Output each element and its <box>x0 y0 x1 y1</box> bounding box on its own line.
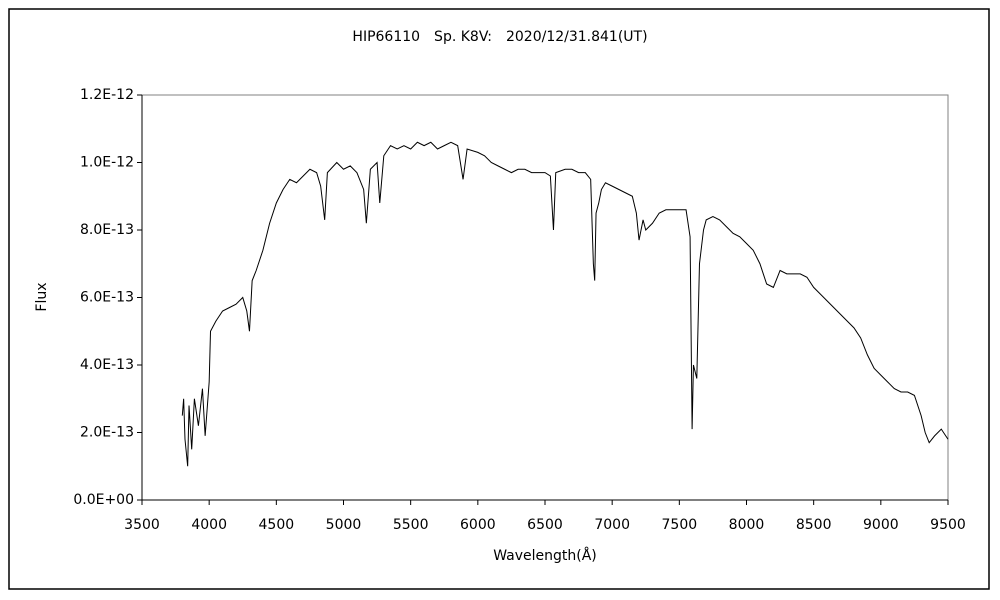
y-tick-label: 0.0E+00 <box>73 492 134 508</box>
chart-frame <box>8 8 990 590</box>
chart-title: HIP66110 Sp. K8V: 2020/12/31.841(UT) <box>352 29 647 45</box>
spectrum-line <box>181 141 949 467</box>
x-axis-label: Wavelength(Å) <box>493 547 597 564</box>
x-tick-label: 4500 <box>259 517 295 533</box>
x-tick-label: 7000 <box>594 517 630 533</box>
x-tick-label: 5000 <box>326 517 362 533</box>
x-tick-label: 9000 <box>863 517 899 533</box>
x-tick-label: 9500 <box>930 517 966 533</box>
y-tick-label: 8.0E-13 <box>80 222 134 238</box>
x-tick-label: 7500 <box>662 517 698 533</box>
x-tick-label: 3500 <box>124 517 160 533</box>
x-tick-label: 8500 <box>796 517 832 533</box>
y-tick-label: 1.2E-12 <box>80 87 134 103</box>
plot-area <box>141 94 949 501</box>
y-tick-label: 6.0E-13 <box>80 290 134 306</box>
x-tick-label: 6500 <box>527 517 563 533</box>
y-axis-label: Flux <box>34 282 50 311</box>
x-tick-label: 8000 <box>729 517 765 533</box>
y-tick-label: 2.0E-13 <box>80 425 134 441</box>
x-tick-label: 4000 <box>191 517 227 533</box>
y-tick-label: 4.0E-13 <box>80 357 134 373</box>
y-tick-label: 1.0E-12 <box>80 155 134 171</box>
x-tick-label: 5500 <box>393 517 429 533</box>
x-tick-label: 6000 <box>460 517 496 533</box>
